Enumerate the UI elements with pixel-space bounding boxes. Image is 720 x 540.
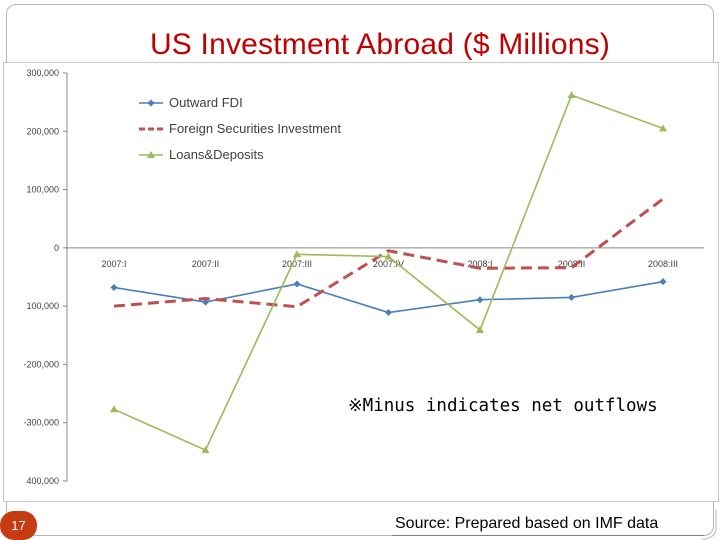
x-tick-label: 2007:III bbox=[282, 259, 312, 269]
data-point-loans-deposits bbox=[110, 405, 118, 413]
data-point-loans-deposits bbox=[659, 124, 667, 132]
line-chart: 300,000 200,000 100,000 0 100,000 -200,000 -30… bbox=[23, 68, 704, 486]
data-point-loans-deposits bbox=[476, 326, 484, 334]
y-tick-label: 0 bbox=[54, 243, 59, 253]
chart-area: 300,000 200,000 100,000 0 100,000 -200,000 -30… bbox=[3, 62, 719, 502]
legend-marker bbox=[147, 99, 155, 107]
page-curl-decoration bbox=[702, 510, 717, 540]
x-tick-label: 2007:I bbox=[101, 259, 126, 269]
y-tick-label: 400,000 bbox=[26, 476, 59, 486]
data-point-outward-fdi bbox=[476, 296, 484, 304]
legend-label: Foreign Securities Investment bbox=[169, 121, 341, 136]
slide-title: US Investment Abroad ($ Millions) bbox=[149, 28, 611, 61]
source-underline bbox=[392, 535, 704, 536]
data-point-loans-deposits bbox=[201, 446, 210, 454]
data-point-loans-deposits bbox=[293, 250, 301, 258]
data-point-outward-fdi bbox=[568, 293, 575, 301]
data-point-outward-fdi bbox=[659, 278, 667, 286]
y-tick-label: 100,000 bbox=[26, 185, 59, 195]
y-tick-label: -200,000 bbox=[23, 359, 59, 369]
slide-number-badge: 17 bbox=[0, 511, 37, 540]
legend-label: Loans&Deposits bbox=[169, 147, 264, 162]
data-point-outward-fdi bbox=[385, 309, 392, 317]
data-point-loans-deposits bbox=[567, 91, 576, 99]
series-line-1 bbox=[113, 280, 664, 314]
data-point-loans-deposits bbox=[384, 252, 393, 260]
y-tick-label: 200,000 bbox=[26, 126, 59, 136]
data-point-outward-fdi bbox=[202, 298, 209, 306]
y-tick-label: 300,000 bbox=[26, 68, 59, 78]
slide-number: 17 bbox=[11, 518, 26, 533]
x-tick-label: 2008:I bbox=[467, 259, 492, 269]
legend-label: Outward FDI bbox=[169, 95, 243, 110]
y-tick-label: -300,000 bbox=[23, 418, 59, 428]
legend-marker bbox=[147, 151, 155, 158]
series-line-2 bbox=[113, 197, 664, 309]
source-caption: Source: Prepared based on IMF data bbox=[395, 515, 659, 532]
x-tick-label: 2007:II bbox=[192, 259, 220, 269]
x-tick-label: 2008:III bbox=[648, 259, 678, 269]
data-point-outward-fdi bbox=[293, 280, 301, 288]
data-point-outward-fdi bbox=[110, 283, 118, 291]
x-tick-label: 2008:II bbox=[558, 259, 586, 269]
net-outflow-note: ※Minus indicates net outflows bbox=[348, 396, 658, 416]
y-tick-label: 100,000 bbox=[26, 301, 59, 311]
x-tick-label: 2007:IV bbox=[373, 259, 404, 269]
